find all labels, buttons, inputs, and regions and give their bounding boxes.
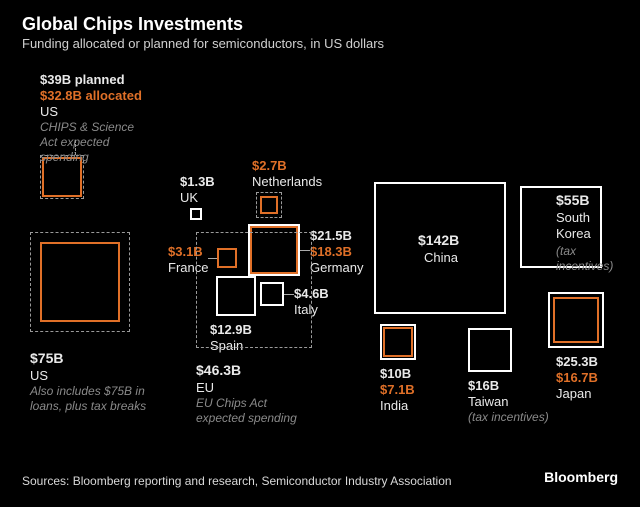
eu-note: EU Chips Act expected spending — [196, 396, 316, 426]
kr-value: $55B — [556, 192, 589, 210]
tw-box — [468, 328, 512, 372]
uk-box — [190, 208, 202, 220]
nl-country: Netherlands — [252, 174, 322, 190]
jp-value-a: $16.7B — [556, 370, 598, 386]
chart-subtitle: Funding allocated or planned for semicon… — [22, 36, 384, 51]
de-value-a: $18.3B — [310, 244, 352, 260]
in-value-a: $7.1B — [380, 382, 415, 398]
us-big-country: US — [30, 368, 48, 384]
legend-note: CHIPS & Science Act expected spending — [40, 120, 150, 165]
chart-source: Sources: Bloomberg reporting and researc… — [22, 473, 490, 489]
in-country: India — [380, 398, 408, 414]
uk-country: UK — [180, 190, 198, 206]
eu-value: $46.3B — [196, 362, 241, 380]
nl-box — [260, 196, 278, 214]
jp-allocated — [553, 297, 599, 343]
us-big-inner — [40, 242, 120, 322]
in-value-p: $10B — [380, 366, 411, 382]
in-allocated — [383, 327, 413, 357]
uk-value: $1.3B — [180, 174, 215, 190]
de-country: Germany — [310, 260, 363, 276]
tw-value: $16B — [468, 378, 499, 394]
us-big-note: Also includes $75B in loans, plus tax br… — [30, 384, 150, 414]
legend-connector — [75, 140, 76, 155]
cn-value: $142B — [418, 232, 459, 250]
kr-country: South Korea — [556, 210, 616, 243]
tw-note: (tax incentives) — [468, 410, 549, 425]
us-big-value: $75B — [30, 350, 63, 368]
jp-value-p: $25.3B — [556, 354, 598, 370]
chart-title: Global Chips Investments — [22, 14, 243, 35]
nl-value: $2.7B — [252, 158, 287, 174]
kr-note: (tax incentives) — [556, 244, 626, 274]
chart-container: Global Chips Investments Funding allocat… — [0, 0, 640, 507]
legend-country: US — [40, 104, 58, 120]
tw-country: Taiwan — [468, 394, 508, 410]
legend-allocated: $32.8B allocated — [40, 88, 142, 104]
eu-box — [196, 232, 312, 348]
jp-country: Japan — [556, 386, 591, 402]
brand-label: Bloomberg — [544, 469, 618, 485]
cn-country: China — [424, 250, 458, 266]
de-value-p: $21.5B — [310, 228, 352, 244]
eu-country: EU — [196, 380, 214, 396]
legend-planned: $39B planned — [40, 72, 125, 88]
